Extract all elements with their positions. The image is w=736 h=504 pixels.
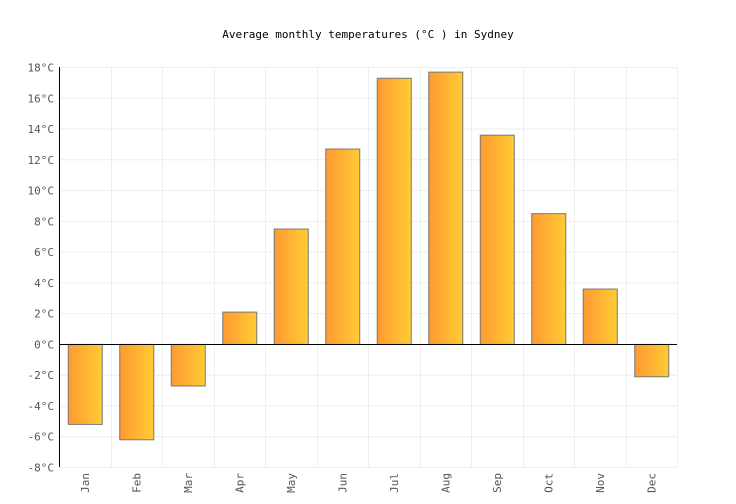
bar-feb [119,343,155,441]
y-tick-label: 10°C [28,185,55,198]
x-tick-label: Jan [79,473,92,493]
x-tick-label: Dec [645,473,658,493]
y-tick-label: 6°C [34,246,54,259]
x-tick-label: Aug [439,473,452,493]
bar-jan [67,343,103,425]
y-tick-label: -2°C [28,369,55,382]
bar-mar [170,343,206,387]
x-tick-label: Jun [336,473,349,493]
bar-jul [376,77,412,345]
y-tick-label: 2°C [34,308,54,321]
bar-apr [222,311,258,345]
x-tick-label: Mar [182,473,195,493]
bar-sep [479,134,515,345]
bar-aug [428,71,464,345]
chart-title: Average monthly temperatures (°C ) in Sy… [222,28,514,41]
y-tick-label: 8°C [34,215,54,228]
bar-oct [531,213,567,345]
y-tick-label: -4°C [28,400,55,413]
y-tick-label: 18°C [28,62,55,75]
y-tick-label: 0°C [34,338,54,351]
bar-dec [634,343,670,378]
bar-jun [325,148,361,345]
y-tick-label: -8°C [28,462,55,475]
x-tick-label: Apr [233,473,246,493]
x-tick-label: Feb [130,473,143,493]
y-tick-label: 14°C [28,123,55,136]
y-tick-label: 4°C [34,277,54,290]
x-tick-label: Sep [491,473,504,493]
x-tick-label: May [285,473,298,493]
y-tick-label: 12°C [28,154,55,167]
x-tick-label: Oct [542,473,555,493]
y-tick-label: 16°C [28,92,55,105]
bar-nov [582,288,618,345]
x-tick-label: Nov [594,473,607,493]
bar-may [273,228,309,345]
y-tick-label: -6°C [28,431,55,444]
x-tick-label: Jul [388,473,401,493]
